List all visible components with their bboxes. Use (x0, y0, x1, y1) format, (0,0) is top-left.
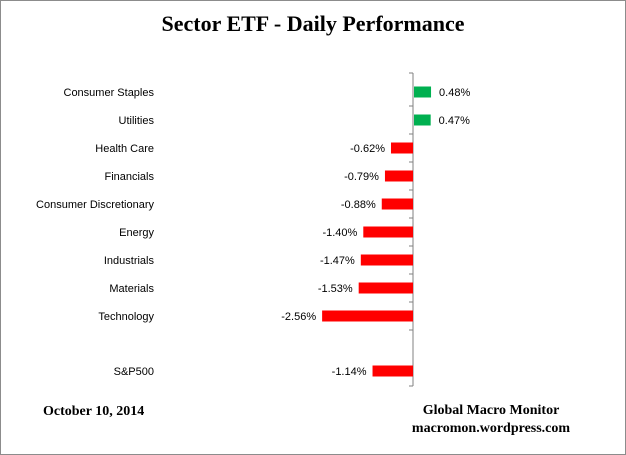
bar (358, 282, 413, 294)
category-label: Utilities (119, 115, 155, 127)
category-label: Consumer Staples (64, 87, 155, 99)
brand-name: Global Macro Monitor (422, 403, 560, 418)
chart-title: Sector ETF - Daily Performance (161, 11, 465, 36)
category-label: Consumer Discretionary (36, 199, 154, 211)
brand-url: macromon.wordpress.com (411, 421, 571, 436)
value-label: -2.56% (281, 311, 316, 323)
value-label: 0.47% (439, 115, 470, 127)
bar (390, 142, 413, 154)
bar (360, 254, 413, 266)
value-label: 0.48% (439, 87, 470, 99)
value-label: -1.47% (320, 255, 355, 267)
category-label: Industrials (104, 255, 155, 267)
bar (414, 86, 432, 98)
bar (363, 226, 413, 238)
date-label: October 10, 2014 (43, 404, 145, 419)
category-label: Energy (119, 227, 154, 239)
bar (384, 170, 413, 182)
category-label: Health Care (95, 143, 154, 155)
category-label: S&P500 (114, 366, 154, 378)
bar (381, 198, 413, 210)
value-label: -0.88% (341, 199, 376, 211)
value-label: -1.14% (332, 366, 367, 378)
value-label: -1.40% (322, 227, 357, 239)
category-label: Technology (98, 311, 154, 323)
bar (372, 365, 413, 377)
value-label: -0.62% (350, 143, 385, 155)
bar (414, 114, 431, 126)
brand-block: Global Macro Monitor macromon.wordpress.… (381, 402, 601, 438)
category-label: Financials (104, 171, 154, 183)
bar (322, 310, 413, 322)
category-label: Materials (109, 283, 154, 295)
value-label: -0.79% (344, 171, 379, 183)
value-label: -1.53% (318, 283, 353, 295)
